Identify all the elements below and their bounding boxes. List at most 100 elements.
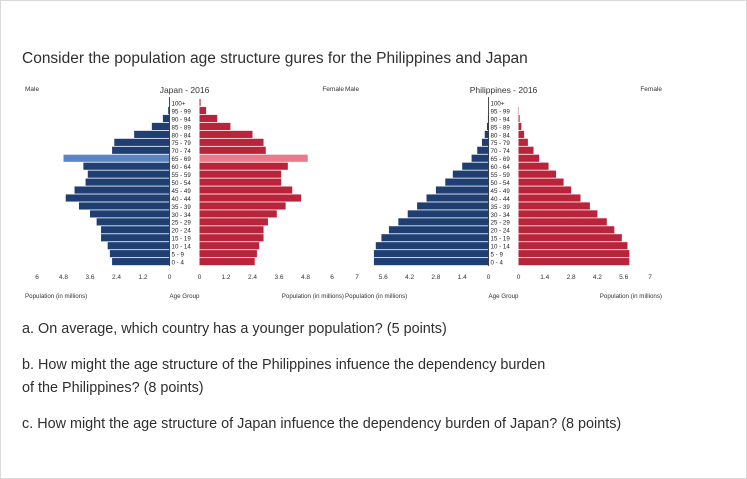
question-c: c. How might the age structure of Japan …: [22, 416, 622, 432]
center-axis-title: Age Group: [170, 293, 200, 300]
x-tick-label: 2.8: [567, 274, 576, 281]
x-tick-label: 2.4: [112, 274, 121, 281]
x-tick-label: 1.2: [138, 274, 147, 281]
male-bar: [85, 178, 170, 186]
male-bar: [477, 146, 489, 154]
female-label: Female: [640, 86, 662, 93]
male-bar: [484, 130, 489, 138]
age-group-label: 50 - 54: [172, 180, 192, 187]
male-bar: [417, 202, 489, 210]
female-bar: [518, 258, 630, 266]
male-bar: [90, 210, 170, 218]
age-group-label: 75 - 79: [491, 140, 511, 147]
female-bar: [518, 234, 622, 242]
female-bar: [518, 226, 615, 234]
x-tick-label: 0: [517, 274, 521, 281]
right-axis-title: Population (in millions): [600, 293, 662, 300]
female-bar: [518, 162, 549, 170]
x-tick-label: 5.6: [619, 274, 628, 281]
x-tick-label: 2.4: [248, 274, 257, 281]
male-bar: [462, 162, 489, 170]
x-tick-label: 5.6: [379, 274, 388, 281]
age-group-label: 40 - 44: [172, 196, 192, 203]
male-bar: [388, 226, 489, 234]
x-tick-label: 7: [355, 274, 359, 281]
age-group-label: 25 - 29: [172, 220, 192, 227]
female-bar: [518, 202, 590, 210]
age-group-label: 70 - 74: [172, 148, 192, 155]
male-bar: [381, 234, 489, 242]
question-a: a. On average, which country has a young…: [22, 321, 447, 337]
age-group-label: 5 - 9: [172, 252, 185, 259]
age-group-label: 90 - 94: [172, 116, 192, 123]
male-bar: [96, 218, 170, 226]
female-bar: [199, 258, 255, 266]
male-label: Male: [25, 86, 39, 93]
male-bar: [114, 138, 170, 146]
age-group-label: 0 - 4: [172, 260, 185, 267]
male-bar: [373, 258, 489, 266]
age-group-label: 35 - 39: [172, 204, 192, 211]
x-tick-label: 4.2: [593, 274, 602, 281]
female-bar: [518, 138, 528, 146]
female-bar: [518, 250, 630, 258]
age-group-label: 45 - 49: [172, 188, 192, 195]
male-bar: [375, 242, 489, 250]
age-group-label: 15 - 19: [491, 236, 511, 243]
chart-title: Philippines - 2016: [470, 85, 538, 95]
female-bar: [199, 130, 253, 138]
age-group-label: 20 - 24: [491, 228, 511, 235]
age-group-label: 45 - 49: [491, 188, 511, 195]
age-group-label: 5 - 9: [491, 252, 504, 259]
age-group-label: 0 - 4: [491, 260, 504, 267]
age-group-label: 100+: [172, 100, 186, 107]
female-bar: [518, 178, 564, 186]
female-bar: [518, 122, 522, 131]
x-tick-label: 6: [35, 274, 39, 281]
age-group-label: 85 - 89: [172, 124, 192, 131]
pyramid-svg: Male Philippines - 2016 Female 100+95 - 999…: [345, 85, 662, 300]
x-tick-label: 0: [168, 274, 172, 281]
age-group-label: 30 - 34: [491, 212, 511, 219]
x-tick-label: 1.2: [221, 274, 230, 281]
male-bar: [83, 162, 170, 170]
male-bar: [74, 186, 170, 194]
age-group-label: 55 - 59: [491, 172, 511, 179]
female-bar: [518, 130, 525, 138]
male-bar: [435, 186, 489, 194]
age-group-label: 55 - 59: [172, 172, 192, 179]
female-bar: [199, 154, 308, 162]
age-group-label: 75 - 79: [172, 140, 192, 147]
female-bar: [518, 218, 607, 226]
male-bar: [407, 210, 489, 218]
female-bar: [199, 250, 257, 258]
japan-pyramid-chart: Male Japan - 2016 Female 100+ 95 - 99 90 - 94…: [22, 84, 347, 314]
male-bar: [162, 114, 170, 123]
age-group-label: 65 - 69: [491, 156, 511, 163]
male-bar: [107, 242, 170, 250]
male-bar: [445, 178, 489, 186]
male-bar: [112, 258, 170, 266]
left-axis-title: Population (in millions): [345, 293, 407, 300]
age-group-label: 35 - 39: [491, 204, 511, 211]
age-group-label: 10 - 14: [491, 244, 511, 251]
age-group-label: 80 - 84: [491, 132, 511, 139]
male-bar: [481, 138, 489, 146]
age-group-label: 60 - 64: [172, 164, 192, 171]
male-bar: [398, 218, 489, 226]
male-bar: [373, 250, 489, 258]
age-group-label: 40 - 44: [491, 196, 511, 203]
female-bar: [199, 194, 302, 202]
female-bar: [199, 138, 264, 146]
x-tick-label: 7: [648, 274, 652, 281]
female-bar: [199, 226, 264, 234]
question-b-line1: b. How might the age structure of the Ph…: [22, 357, 546, 373]
male-bar: [112, 146, 170, 154]
female-bar: [199, 106, 207, 115]
male-bar: [87, 170, 170, 178]
male-label: Male: [345, 86, 359, 93]
x-tick-label: 2.8: [431, 274, 440, 281]
male-bar: [65, 194, 170, 202]
